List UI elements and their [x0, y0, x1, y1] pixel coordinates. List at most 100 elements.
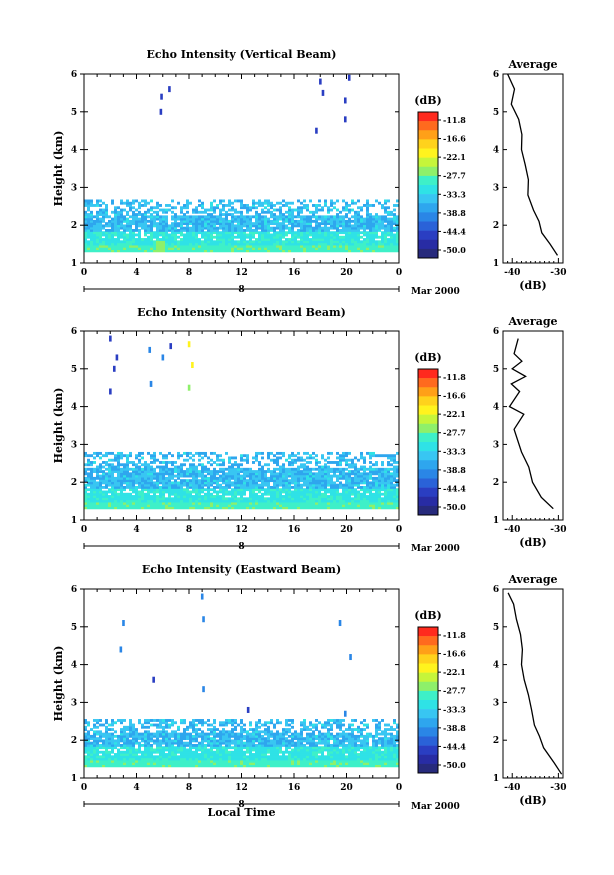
echo-cell — [123, 739, 126, 743]
echo-cell — [333, 244, 336, 248]
echo-cell — [174, 228, 177, 232]
echo-cell — [378, 488, 381, 492]
echo-cell — [165, 467, 168, 471]
echo-cell — [135, 741, 138, 745]
echo-cell — [138, 757, 141, 761]
echo-cell — [396, 215, 399, 219]
echo-cell — [183, 451, 186, 455]
echo-cell — [99, 488, 102, 492]
echo-cell — [171, 222, 174, 226]
echo-cell — [285, 488, 288, 492]
echo-cell — [189, 490, 192, 494]
echo-cell — [93, 461, 96, 464]
echo-cell — [102, 476, 105, 480]
echo-cell — [300, 456, 303, 460]
echo-cell — [294, 222, 297, 226]
echo-cell — [120, 199, 123, 203]
echo-cell — [303, 506, 306, 510]
echo-cell — [240, 481, 243, 485]
echo-cell — [201, 467, 204, 471]
echo-cell — [393, 497, 396, 501]
echo-cell — [372, 492, 375, 496]
echo-cell — [279, 206, 282, 210]
echo-cell — [366, 501, 369, 505]
echo-cell — [129, 499, 132, 503]
echo-cell — [354, 240, 357, 244]
echo-cell — [327, 474, 330, 478]
echo-cell — [294, 470, 297, 473]
echo-cell — [183, 757, 186, 761]
echo-cell — [198, 748, 201, 752]
echo-cell — [267, 490, 270, 494]
echo-cell — [99, 762, 102, 765]
echo-cell — [210, 497, 213, 501]
echo-cell — [342, 495, 345, 498]
echo-cell — [168, 204, 171, 207]
echo-cell — [342, 490, 345, 494]
echo-cell — [348, 240, 351, 244]
echo-cell — [228, 249, 231, 253]
echo-cell — [225, 479, 228, 483]
echo-cell — [159, 233, 162, 237]
y-tick-label: 6 — [71, 70, 77, 80]
echo-cell — [384, 490, 387, 494]
echo-cell — [207, 213, 210, 216]
echo-cell — [210, 495, 213, 498]
echo-cell — [108, 235, 111, 239]
echo-cell — [228, 226, 231, 230]
echo-cell — [84, 213, 87, 216]
echo-cell — [204, 451, 207, 455]
echo-cell — [294, 488, 297, 492]
echo-cell — [204, 238, 207, 241]
echo-cell — [330, 479, 333, 483]
echo-cell — [366, 238, 369, 241]
echo-cell — [144, 488, 147, 492]
echo-cell — [297, 479, 300, 483]
echo-cell — [171, 504, 174, 507]
echo-cell — [330, 499, 333, 503]
echo-cell — [381, 242, 384, 246]
echo-cell — [303, 206, 306, 210]
echo-cell — [114, 206, 117, 210]
echo-cell — [357, 490, 360, 494]
echo-cell — [180, 743, 183, 747]
echo-cell — [321, 474, 324, 478]
echo-cell — [303, 497, 306, 501]
echo-cell — [90, 734, 93, 738]
echo-cell — [180, 741, 183, 745]
echo-cell — [216, 476, 219, 480]
echo-cell — [168, 242, 171, 246]
echo-cell — [168, 461, 171, 464]
echo-cell — [318, 217, 321, 221]
echo-cell — [177, 451, 180, 455]
echo-cell — [369, 224, 372, 228]
echo-cell — [309, 244, 312, 248]
echo-cell — [114, 506, 117, 510]
echo-cell — [117, 456, 120, 460]
echo-cell — [159, 730, 162, 734]
echo-cell — [150, 215, 153, 219]
echo-cell — [294, 231, 297, 235]
echo-cell — [240, 231, 243, 235]
echo-cell — [105, 215, 108, 219]
echo-cell — [279, 233, 282, 237]
echo-cell — [138, 734, 141, 738]
echo-cell — [99, 226, 102, 230]
echo-cell — [345, 201, 348, 205]
echo-cell — [99, 217, 102, 221]
day-label: 8 — [238, 542, 244, 552]
echo-cell — [264, 490, 267, 494]
echo-cell — [123, 741, 126, 745]
echo-cell — [96, 204, 99, 207]
echo-cell — [108, 451, 111, 455]
echo-cell — [384, 224, 387, 228]
echo-cell — [261, 467, 264, 471]
echo-cell — [258, 219, 261, 223]
echo-cell — [348, 222, 351, 226]
echo-cell — [183, 764, 186, 768]
echo-cell — [297, 208, 300, 212]
echo-cell — [228, 492, 231, 496]
echo-cell — [366, 201, 369, 205]
echo-cell — [375, 228, 378, 232]
echo-cell — [195, 483, 198, 487]
